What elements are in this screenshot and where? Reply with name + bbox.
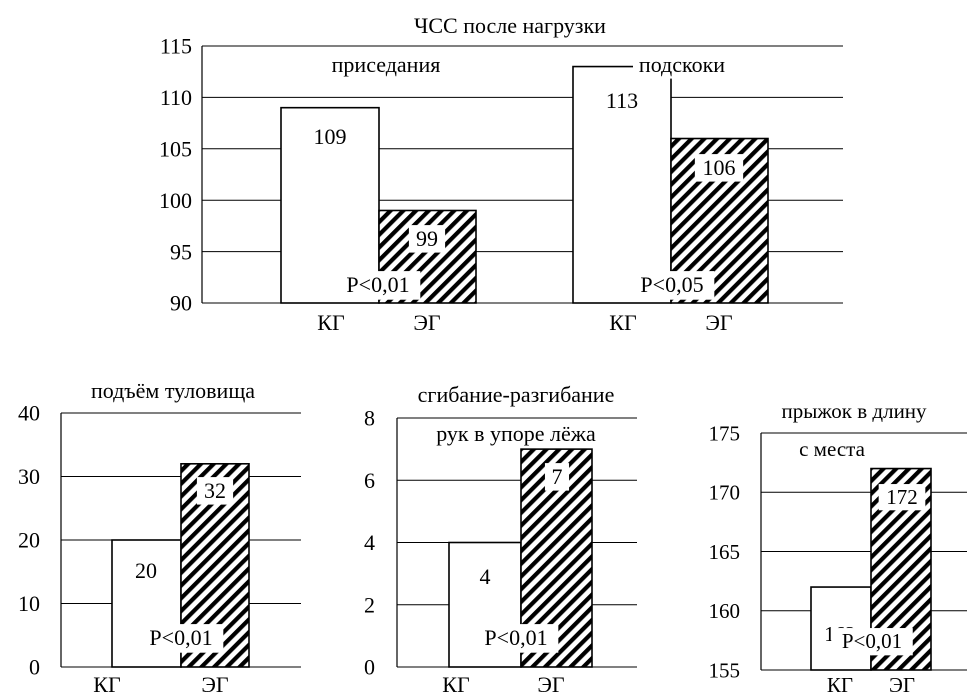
value-label: 32 [204,478,226,503]
y-tick-label: 2 [364,592,375,617]
x-category-label: ЭГ [889,673,915,695]
chart-title: ЧСС после нагрузки [414,13,606,38]
value-label-bg [878,484,926,511]
y-tick-label: 175 [709,421,741,445]
x-category-label: КГ [442,672,470,695]
x-category-label: КГ [317,310,345,335]
y-tick-label: 95 [170,239,192,264]
y-tick-label: 165 [709,540,741,564]
p-value-label: P<0,01 [149,625,212,650]
y-tick-label: 4 [364,530,375,555]
y-tick-label: 115 [160,34,192,59]
p-value-label: P<0,05 [640,272,703,297]
y-tick-label: 6 [364,468,375,493]
value-label: 20 [135,558,157,583]
y-tick-label: 160 [709,599,741,623]
value-label: 4 [480,564,491,589]
p-value-bg [831,628,913,656]
p-value-bg [629,271,715,300]
x-category-label: ЭГ [705,310,733,335]
y-tick-label: 100 [159,188,192,213]
y-tick-label: 20 [18,528,40,553]
y-tick-label: 10 [18,591,40,616]
y-tick-label: 105 [159,137,192,162]
x-category-label: ЭГ [537,672,565,695]
value-label-bg [544,463,570,491]
y-tick-label: 30 [18,464,40,489]
group-label-bg [326,51,446,79]
y-tick-label: 155 [709,658,741,682]
y-tick-label: 90 [170,291,192,316]
y-tick-label: 0 [364,655,375,680]
subtitle-bg [423,420,609,448]
subtitle-bg [790,436,874,463]
y-tick-label: 0 [29,655,40,680]
chart-subtitle: рук в упоре лёжа [436,421,596,446]
value-label-bg [597,87,647,115]
value-label: 106 [703,155,736,180]
p-value-bg [335,271,421,300]
p-value-bg [473,624,559,653]
chart-3: 0 2 4 6 8 4 КГ 7 ЭГ P<0,01 сгибание-разгибание рук … [364,382,637,695]
chart-2: 0 10 20 30 40 20 КГ 32 ЭГ P<0,01 подъём туловища [18,378,301,695]
value-label: 99 [416,226,438,251]
group-label: подскоки [639,52,725,77]
y-tick-label: 8 [364,406,375,431]
p-value-bg [138,624,224,653]
value-label-bg [196,477,234,505]
value-label-bg [127,557,165,585]
value-label: 113 [606,88,638,113]
value-label-bg [694,154,744,182]
value-label-bg [472,563,498,591]
x-category-label: ЭГ [201,672,229,695]
p-value-label: P<0,01 [484,625,547,650]
value-label-bg [305,123,355,151]
x-category-label: КГ [609,310,637,335]
group-label: приседания [332,52,441,77]
p-value-label: P<0,01 [842,629,902,653]
chart-1: 9095100105110115109КГ99ЭГ113КГ106ЭГP<0,0… [159,13,843,335]
chart-title: подъём туловища [91,378,255,403]
value-label: 172 [886,485,918,509]
chart-title: прыжок в длину [781,399,927,423]
y-tick-label: 110 [160,85,192,110]
x-category-label: КГ [827,673,853,695]
group-label-bg [633,51,731,79]
y-tick-label: 40 [18,401,40,426]
y-tick-label: 170 [709,481,741,505]
x-category-label: КГ [93,672,121,695]
x-category-label: ЭГ [413,310,441,335]
chart-subtitle: с места [799,437,865,461]
value-label: 109 [314,124,347,149]
value-label: 7 [552,464,563,489]
chart-title: сгибание-разгибание [418,382,615,407]
value-label-bg [408,225,446,253]
p-value-label: P<0,01 [346,272,409,297]
